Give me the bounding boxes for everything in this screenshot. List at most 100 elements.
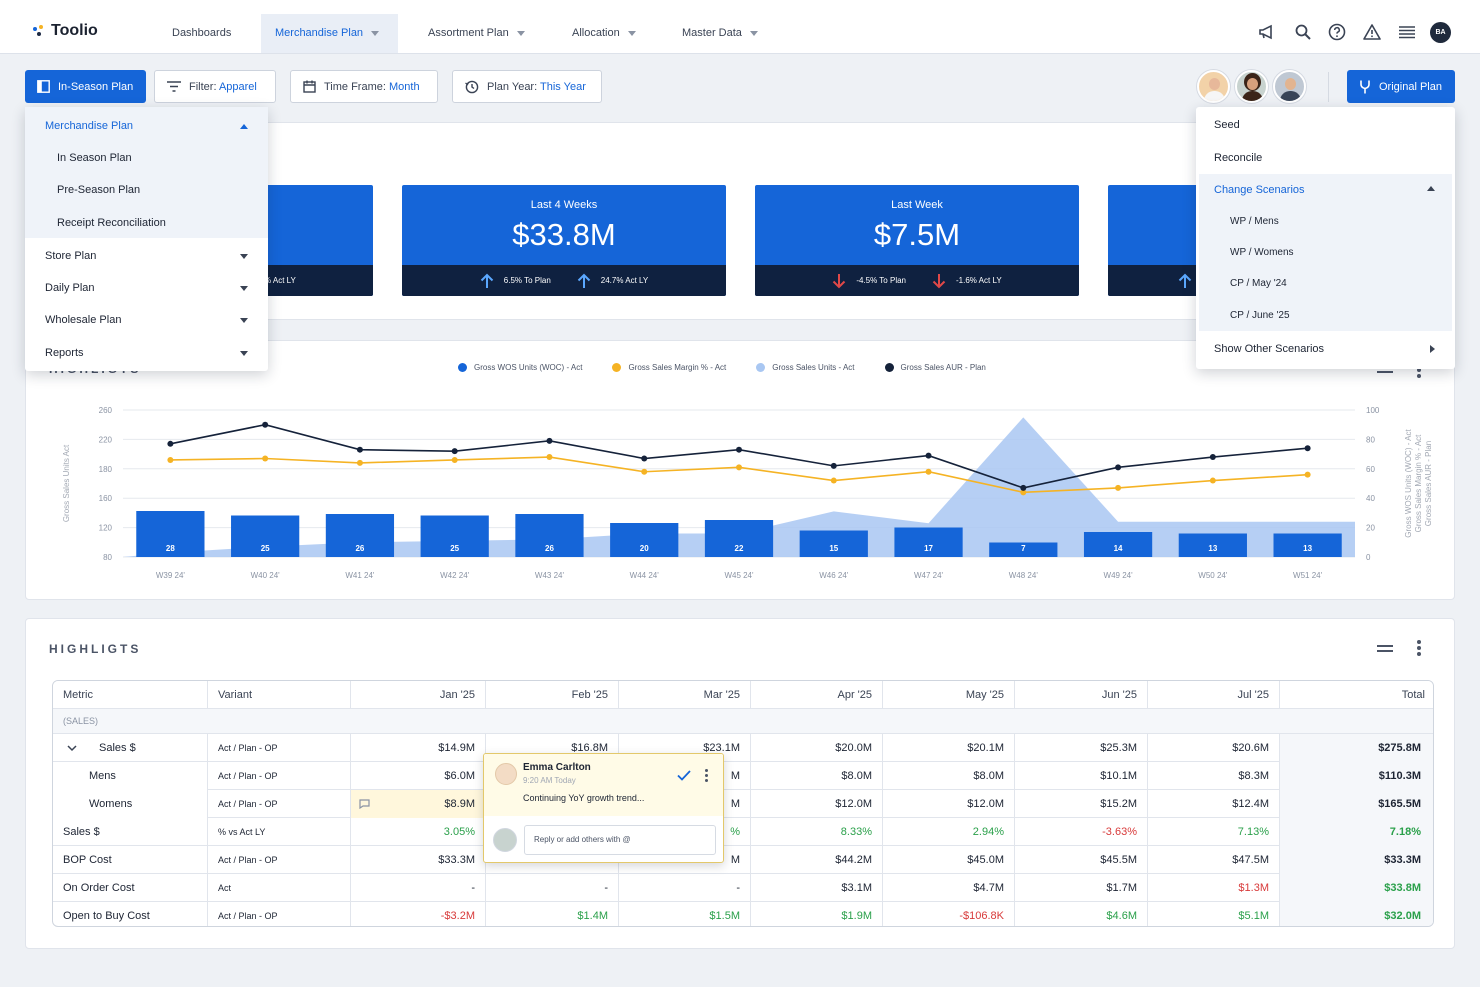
data-point[interactable] [925,452,932,459]
comment-reply-input[interactable]: Reply or add others with @ [524,825,716,855]
data-point[interactable] [736,446,742,453]
value-cell[interactable]: $10.1M [1014,762,1147,790]
table-row[interactable]: Mens Act / Plan - OP $6.0M M $8.0M $8.0M $10.1… [53,762,1433,790]
bar[interactable] [989,542,1058,558]
value-cell[interactable]: $15.2M [1014,790,1147,818]
data-point[interactable] [925,468,932,475]
legend-item[interactable]: Gross Sales AUR - Plan [884,363,986,372]
data-point[interactable] [641,468,648,475]
value-cell[interactable]: $14.9M [350,734,485,762]
line-series-gross-sales-margin[interactable] [170,456,1308,494]
value-cell[interactable]: $12.4M [1147,790,1279,818]
list-menu-icon[interactable] [1398,23,1416,41]
legend-item[interactable]: Gross Sales Margin % - Act [612,363,726,372]
bar[interactable] [704,520,774,557]
legend-item[interactable]: Gross Sales Units - Act [756,363,855,372]
value-cell[interactable]: -3.63% [1014,818,1147,846]
value-cell[interactable]: $6.0M [350,762,485,790]
data-point[interactable] [1020,484,1027,491]
data-point[interactable] [356,459,363,466]
line-series-gross-sales-aur[interactable] [170,423,1308,489]
value-cell[interactable]: $4.6M [1014,902,1147,926]
collaborator-avatar[interactable] [1235,70,1268,103]
data-point[interactable] [1209,477,1216,484]
column-header[interactable]: Total [1279,681,1433,709]
menu-wholesale-plan[interactable]: Wholesale Plan [25,304,268,336]
data-point[interactable] [451,456,458,463]
data-point[interactable] [1304,471,1311,478]
value-cell[interactable]: $3.1M [750,874,882,902]
data-point[interactable] [1209,454,1216,461]
menu-store-plan[interactable]: Store Plan [25,240,268,272]
table-row[interactable]: On Order Cost Act - - - $3.1M $4.7M $1.7M $1.3M $… [53,874,1433,902]
value-cell[interactable]: -$106.8K [882,902,1014,926]
menu-wp-womens[interactable]: WP / Womens [1196,237,1455,269]
data-point[interactable] [830,462,837,469]
value-cell[interactable]: $8.0M [882,762,1014,790]
menu-show-other-scenarios[interactable]: Show Other Scenarios [1196,333,1455,365]
original-plan-button[interactable]: Original Plan [1347,70,1455,103]
column-header[interactable]: Metric [63,689,93,701]
value-cell[interactable]: $25.3M [1014,734,1147,762]
bar[interactable] [325,514,395,557]
in-season-plan-button[interactable]: In-Season Plan [25,70,146,103]
column-header[interactable]: Apr '25 [750,681,882,709]
table-options-icon[interactable] [1377,645,1393,655]
collapse-chevron-icon[interactable] [67,745,77,752]
menu-cp-june[interactable]: CP / June '25 [1196,300,1455,332]
value-cell[interactable]: $20.6M [1147,734,1279,762]
value-cell[interactable]: $8.3M [1147,762,1279,790]
menu-reports[interactable]: Reports [25,337,268,369]
value-cell[interactable]: 7.13% [1147,818,1279,846]
value-cell[interactable]: 2.94% [882,818,1014,846]
value-cell[interactable]: $110.3M [1279,762,1433,790]
table-row[interactable]: BOP Cost Act / Plan - OP $33.3M M $44.2M $45.… [53,846,1433,874]
value-cell[interactable]: $5.1M [1147,902,1279,926]
bar[interactable] [799,530,868,558]
nav-assortment-plan[interactable]: Assortment Plan [414,14,539,53]
table-row[interactable]: Sales $ Act / Plan - OP $14.9M $16.8M $23.1M… [53,734,1433,762]
table-row[interactable]: Sales $% vs Act LY 3.05%% 8.33% 2.94% -3.63%… [53,818,1433,846]
value-cell[interactable]: $32.0M [1279,902,1433,926]
search-icon[interactable] [1294,23,1312,41]
menu-in-season-plan[interactable]: In Season Plan [25,142,268,174]
data-point[interactable] [451,448,458,455]
table-row[interactable]: Womens Act / Plan - OP $8.9M M $12.0M $12.0M $… [53,790,1433,818]
value-cell[interactable]: $8.9M [350,790,485,818]
nav-allocation[interactable]: Allocation [558,14,650,53]
filter-button[interactable]: Filter: Apparel [154,70,276,103]
column-header[interactable]: May '25 [882,681,1014,709]
megaphone-icon[interactable] [1258,23,1276,41]
bar[interactable] [1083,532,1153,557]
help-icon[interactable] [1328,23,1346,41]
bar[interactable] [420,515,489,558]
data-point[interactable] [1115,484,1122,491]
data-point[interactable] [167,456,174,463]
comment-icon[interactable] [359,799,370,809]
column-header[interactable]: Feb '25 [485,681,618,709]
menu-seed[interactable]: Seed [1196,109,1455,141]
data-point[interactable] [641,455,648,462]
value-cell[interactable]: $8.0M [750,762,882,790]
data-point[interactable] [356,446,363,453]
value-cell[interactable]: - [618,874,750,902]
data-point[interactable] [1115,464,1122,471]
bar[interactable] [515,514,584,557]
value-cell[interactable]: $1.5M [618,902,750,926]
value-cell[interactable]: $23.1M [618,734,750,762]
nav-merchandise-plan[interactable]: Merchandise Plan [261,14,398,53]
area-series-gross-sales-units[interactable] [123,417,1355,557]
value-cell[interactable]: $20.1M [882,734,1014,762]
collaborator-avatar[interactable] [1197,70,1230,103]
value-cell[interactable]: $275.8M [1279,734,1433,762]
column-header[interactable]: Jul '25 [1147,681,1279,709]
value-cell[interactable]: - [485,874,618,902]
plan-year-button[interactable]: Plan Year: This Year [452,70,602,103]
app-logo[interactable]: Toolio [33,22,98,40]
value-cell[interactable]: $33.8M [1279,874,1433,902]
menu-wp-mens[interactable]: WP / Mens [1196,206,1455,238]
comment-more-icon[interactable] [705,769,708,783]
bar[interactable] [1178,533,1247,558]
table-more-icon[interactable] [1417,640,1421,656]
value-cell[interactable]: 8.33% [750,818,882,846]
